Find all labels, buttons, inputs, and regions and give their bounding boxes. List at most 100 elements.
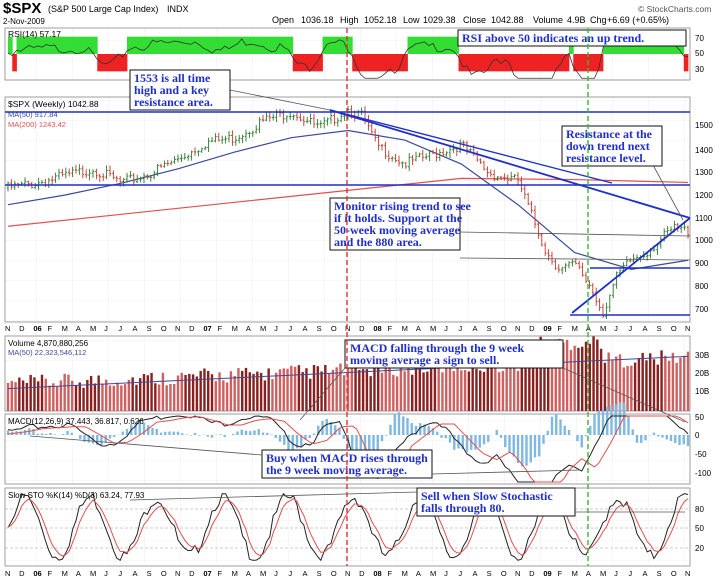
macd-sell-box [344, 339, 564, 369]
volume-bar [218, 372, 221, 411]
ohlc-readout: Open 1036.18 High 1052.18 Low 1029.38 Cl… [272, 15, 669, 25]
volume-bar [222, 380, 225, 411]
price-bar [486, 166, 489, 178]
x-tick-label: J [274, 569, 278, 578]
support-pointer-2 [459, 257, 691, 261]
x-tick-label: J [614, 324, 618, 333]
x-tick-label: A [76, 324, 81, 333]
x-tick-label: A [246, 569, 251, 578]
rsi-band [394, 54, 400, 72]
rsi-band [241, 36, 247, 54]
price-bar [244, 129, 248, 142]
macd-hist-bar [291, 435, 294, 450]
rsi-band [59, 36, 64, 54]
volume-bar [161, 372, 165, 411]
macd-hist-bar [368, 435, 371, 457]
price-bar [129, 170, 132, 179]
rsi-band [195, 36, 200, 54]
rsi-band [552, 54, 557, 72]
rsi-band [131, 36, 136, 54]
rsi-band [63, 36, 68, 54]
macd-hist-bar [342, 435, 345, 439]
price-bar [462, 140, 465, 148]
x-tick-label: M [600, 324, 606, 333]
macd-hist-bar [499, 435, 503, 438]
price-bar [564, 263, 567, 273]
volume-bar [127, 379, 131, 411]
volume-bar [426, 371, 429, 411]
price-bar [441, 148, 445, 157]
price-bar [605, 302, 608, 320]
price-bar [428, 149, 431, 162]
price-bar [183, 153, 187, 160]
rsi-band [424, 36, 430, 54]
volume-bar [463, 370, 467, 411]
price-bar [598, 298, 601, 312]
price-bar [78, 164, 81, 175]
volume-bar [25, 382, 29, 411]
rsi-band [420, 36, 425, 54]
macd-hist-bar [385, 435, 388, 436]
volume-bar [271, 379, 274, 411]
x-tick-label: D [529, 324, 535, 333]
price-bar [401, 161, 404, 169]
rsi-band [182, 36, 187, 54]
volume-bar [452, 371, 455, 411]
volume-bar [346, 368, 350, 411]
x-tick-label: M [600, 569, 606, 578]
price-bar [370, 122, 374, 134]
rsi-band [97, 54, 102, 72]
price-bar [588, 280, 591, 289]
macd-hist-bar [164, 431, 167, 435]
rsi-band [564, 54, 570, 72]
volume-bar [252, 373, 255, 411]
downtrend-line [329, 109, 691, 219]
volume-bar [21, 380, 25, 411]
rsi-band [390, 54, 396, 72]
macd-buy-pointer-1 [29, 435, 263, 456]
price-bar [533, 205, 537, 229]
price-bar [220, 135, 224, 144]
price-bar [217, 132, 221, 142]
rsi-band [93, 36, 98, 54]
rsi-tick-50: 50 [695, 49, 704, 58]
x-tick-label: A [246, 324, 251, 333]
price-bar [414, 151, 418, 162]
x-tick-label: 09 [543, 324, 551, 333]
rsi-tick-30: 30 [695, 65, 704, 74]
rsi-band [343, 36, 349, 54]
volume-bar [520, 344, 523, 411]
macd-hist-bar [567, 429, 571, 435]
x-tick-label: S [317, 324, 322, 333]
rsi-band [224, 36, 230, 54]
x-tick-label: O [501, 324, 507, 333]
volume-bar [97, 375, 100, 411]
rsi-band [305, 54, 311, 72]
volume-bar [679, 357, 682, 411]
rsi-band [301, 54, 306, 72]
volume-bar [524, 340, 527, 411]
x-tick-label: O [161, 324, 167, 333]
macd-hist-bar [96, 435, 99, 445]
macd-hist-bar [257, 428, 260, 435]
price-bar [407, 153, 411, 172]
macd-hist-bar [504, 435, 507, 448]
price-bar [489, 169, 493, 177]
rsi-band [318, 54, 323, 72]
volume-title: Volume 4,870,880,256 [8, 339, 89, 348]
ath-note-1: 1553 is all time [134, 71, 211, 85]
x-tick-label: O [331, 569, 337, 578]
volume-bar [89, 375, 93, 411]
rsi-band [479, 54, 485, 72]
macd-hist-bar [100, 435, 103, 446]
macd-tick-neg100: -100 [695, 469, 712, 478]
volume-bar [331, 369, 335, 411]
price-bar [173, 156, 176, 164]
macd-hist-bar [70, 432, 73, 435]
price-bar [577, 260, 581, 270]
price-bar [251, 130, 255, 137]
x-tick-label: O [671, 569, 677, 578]
volume-bar [671, 352, 675, 411]
price-bar [146, 174, 149, 180]
rsi-band [505, 54, 510, 72]
